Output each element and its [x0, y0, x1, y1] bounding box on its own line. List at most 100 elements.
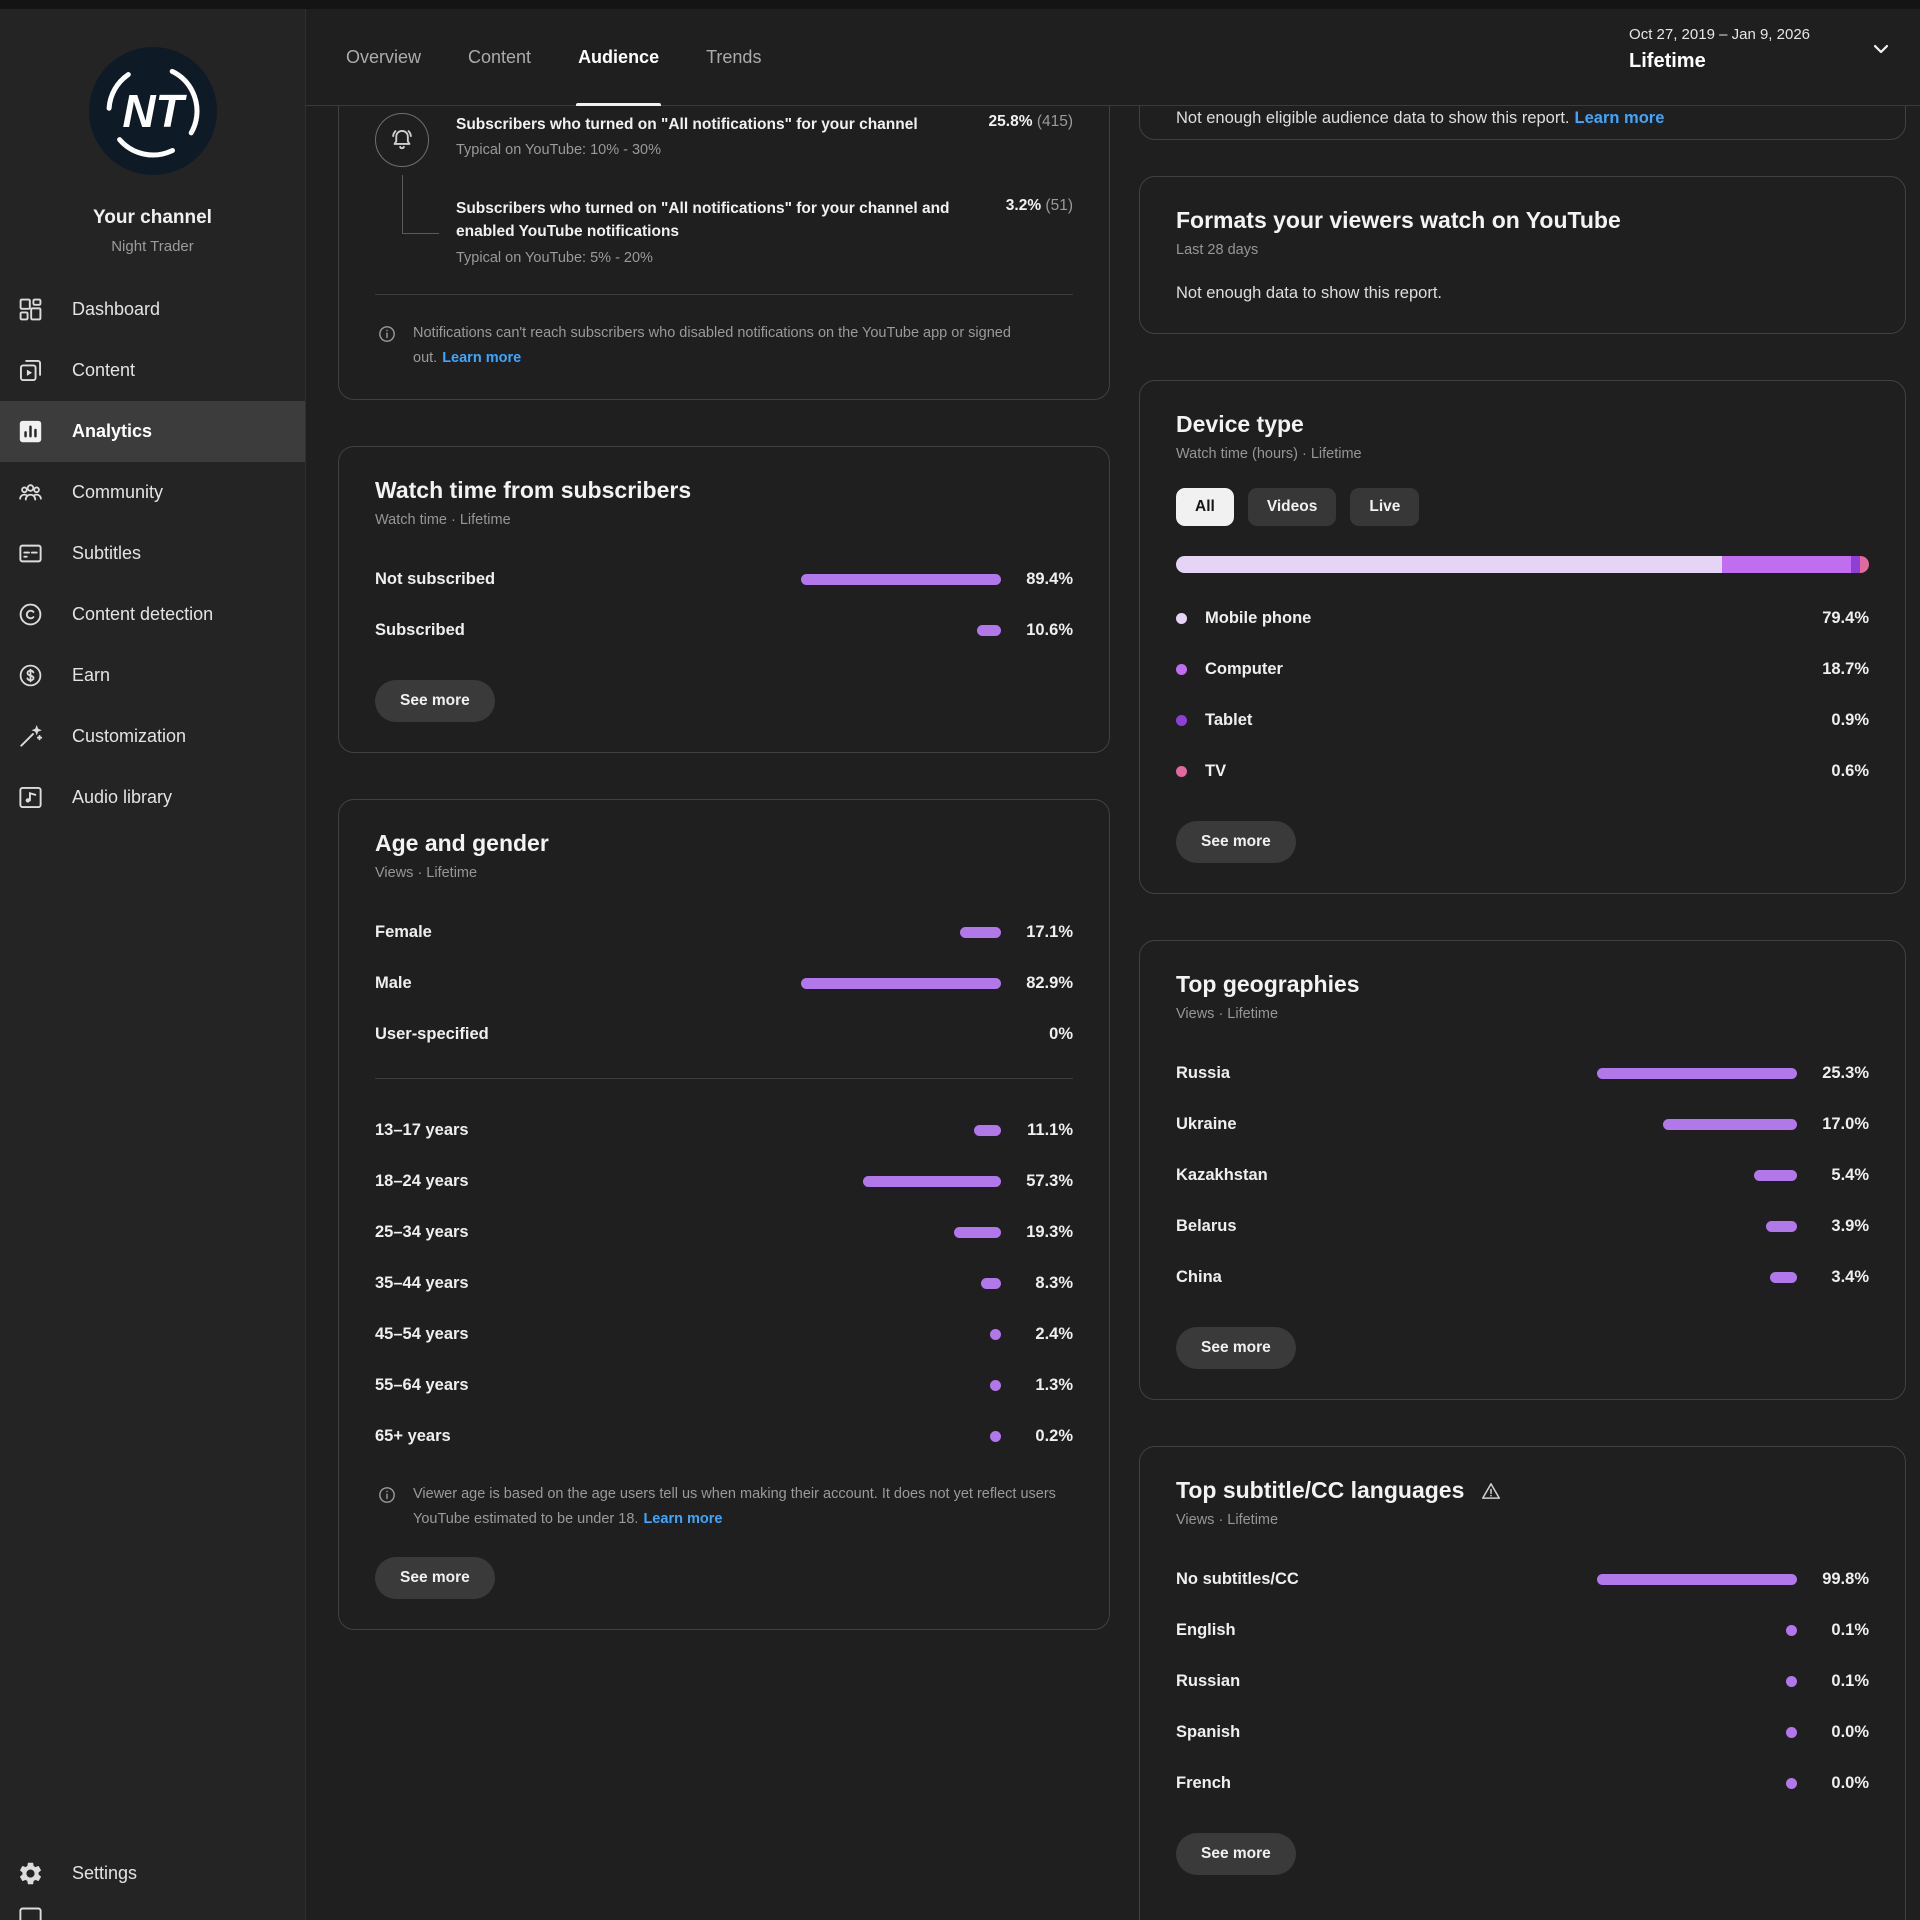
chevron-down-icon — [1868, 36, 1894, 62]
tab-audience[interactable]: Audience — [576, 9, 662, 106]
send-feedback-icon[interactable] — [0, 1904, 305, 1920]
stat-row-value: 17.1% — [1026, 923, 1073, 941]
sidebar-item-label: Community — [72, 482, 164, 502]
legend-row-mobile-phone: Mobile phone 79.4% — [1176, 593, 1869, 644]
stat-bar — [789, 927, 1001, 938]
typical-range: Typical on YouTube: 10% - 30% — [456, 142, 662, 159]
sidebar-item-settings[interactable]: Settings — [0, 1843, 305, 1904]
channel-name: Night Trader — [111, 238, 194, 255]
content-area: Subscribers who turned on "All notificat… — [306, 106, 1920, 1920]
stat-row-18-24-years: 18–24 years 57.3% — [375, 1156, 1073, 1207]
stat-row-male: Male 82.9% — [375, 958, 1073, 1009]
stat-row-user-specified: User-specified 0% — [375, 1009, 1073, 1060]
sidebar-item-content[interactable]: Content — [0, 340, 305, 401]
sidebar-item-label: Dashboard — [72, 299, 161, 319]
stat-row-ukraine: Ukraine 17.0% — [1176, 1099, 1869, 1150]
legend-row-computer: Computer 18.7% — [1176, 644, 1869, 695]
note-text: Notifications can't reach subscribers wh… — [413, 324, 1011, 366]
card-title: Formats your viewers watch on YouTube — [1176, 207, 1621, 233]
stat-row-value: 11.1% — [1027, 1121, 1073, 1139]
chip-videos[interactable]: Videos — [1247, 488, 1337, 526]
stat-bar — [789, 1227, 1001, 1238]
stat-row-english: English 0.1% — [1176, 1605, 1869, 1656]
card-title: Device type — [1176, 411, 1304, 437]
learn-more-link[interactable]: Learn more — [643, 1511, 723, 1528]
sidebar-item-label: Analytics — [72, 421, 153, 441]
date-range-picker[interactable]: Oct 27, 2019 – Jan 9, 2026 Lifetime — [1629, 26, 1894, 73]
sidebar-item-label: Content detection — [72, 604, 214, 624]
sidebar-footer-menu: Settings — [0, 1843, 305, 1904]
stat-row-value: 3.4% — [1831, 1268, 1869, 1286]
sidebar-item-analytics[interactable]: Analytics — [0, 401, 305, 462]
stat-row-label: English — [1176, 1621, 1236, 1639]
legend-dot — [1176, 613, 1187, 624]
sidebar-item-label: Subtitles — [72, 543, 142, 563]
notification-stat-title: Subscribers who turned on "All notificat… — [456, 200, 950, 241]
sidebar-item-earn[interactable]: Earn — [0, 645, 305, 706]
legend-row-tablet: Tablet 0.9% — [1176, 695, 1869, 746]
stat-row-not-subscribed: Not subscribed 89.4% — [375, 554, 1073, 605]
sidebar-item-dashboard[interactable]: Dashboard — [0, 279, 305, 340]
right-column: Not enough eligible audience data to sho… — [1139, 106, 1906, 1920]
watch-time-card: Watch time from subscribers Watch time ·… — [338, 446, 1110, 753]
stat-bar — [789, 1431, 1001, 1442]
stat-row-value: 2.4% — [1035, 1325, 1073, 1343]
stat-bar — [1585, 1625, 1797, 1636]
stat-row-value: 99.8% — [1822, 1570, 1869, 1588]
stat-bar — [1585, 1170, 1797, 1181]
see-more-button[interactable]: See more — [1176, 1327, 1296, 1369]
notification-stat-row-1: Subscribers who turned on "All notificat… — [375, 113, 1073, 167]
community-icon — [17, 479, 44, 506]
stat-bar — [1585, 1676, 1797, 1687]
card-subtitle: Last 28 days — [1176, 242, 1259, 258]
date-preset: Lifetime — [1629, 50, 1706, 72]
see-more-button[interactable]: See more — [1176, 821, 1296, 863]
stat-row-label: Kazakhstan — [1176, 1166, 1268, 1184]
device-type-legend: Mobile phone 79.4% Computer 18.7% Tablet 0.9%… — [1176, 593, 1869, 797]
legend-value: 0.9% — [1831, 711, 1869, 729]
legend-value: 0.6% — [1831, 762, 1869, 780]
stat-row-spanish: Spanish 0.0% — [1176, 1707, 1869, 1758]
top-edge-strip — [0, 0, 1920, 9]
earn-icon — [17, 662, 44, 689]
stat-row-kazakhstan: Kazakhstan 5.4% — [1176, 1150, 1869, 1201]
stat-row-value: 0.2% — [1035, 1427, 1073, 1445]
chip-all[interactable]: All — [1176, 488, 1234, 526]
see-more-button[interactable]: See more — [375, 680, 495, 722]
learn-more-link[interactable]: Learn more — [442, 349, 522, 366]
card-subtitle: Watch time · Lifetime — [375, 512, 511, 528]
chip-live[interactable]: Live — [1350, 488, 1420, 526]
channel-avatar[interactable]: NT — [87, 45, 219, 177]
info-icon — [377, 324, 397, 344]
tab-overview[interactable]: Overview — [346, 46, 422, 67]
stat-bar — [1585, 1221, 1797, 1232]
customization-icon — [17, 723, 44, 750]
stack-segment-mobile-phone — [1176, 556, 1723, 573]
stat-row-label: French — [1176, 1774, 1232, 1792]
watch-time-rows: Not subscribed 89.4% Subscribed 10.6% — [375, 554, 1073, 656]
sidebar-item-audio-library[interactable]: Audio library — [0, 767, 305, 828]
stat-row-value: 25.3% — [1822, 1064, 1869, 1082]
subtitle-languages-card: Top subtitle/CC languages Views · Lifeti… — [1139, 1446, 1906, 1920]
stat-row-35-44-years: 35–44 years 8.3% — [375, 1258, 1073, 1309]
see-more-button[interactable]: See more — [375, 1556, 495, 1599]
info-icon — [377, 1485, 397, 1505]
geography-rows: Russia 25.3% Ukraine 17.0% Kazakhstan 5.4% Bel… — [1176, 1048, 1869, 1303]
stat-row-value: 0.1% — [1831, 1621, 1869, 1639]
content-filter-chips: All Videos Live — [1176, 488, 1869, 526]
sidebar-item-subtitles[interactable]: Subtitles — [0, 523, 305, 584]
tab-content[interactable]: Content — [468, 46, 532, 67]
see-more-button[interactable]: See more — [1176, 1833, 1296, 1875]
stat-bar — [1585, 1727, 1797, 1738]
warning-icon — [1480, 1480, 1502, 1502]
sidebar-spacer — [0, 828, 305, 1843]
sidebar-item-content-detection[interactable]: Content detection — [0, 584, 305, 645]
stat-row-label: User-specified — [375, 1025, 489, 1043]
tab-trends[interactable]: Trends — [706, 46, 762, 67]
legend-row-tv: TV 0.6% — [1176, 746, 1869, 797]
stat-row-label: 45–54 years — [375, 1325, 469, 1343]
learn-more-link[interactable]: Learn more — [1574, 109, 1665, 127]
sidebar-item-label: Earn — [72, 665, 111, 685]
sidebar-item-customization[interactable]: Customization — [0, 706, 305, 767]
sidebar-item-community[interactable]: Community — [0, 462, 305, 523]
